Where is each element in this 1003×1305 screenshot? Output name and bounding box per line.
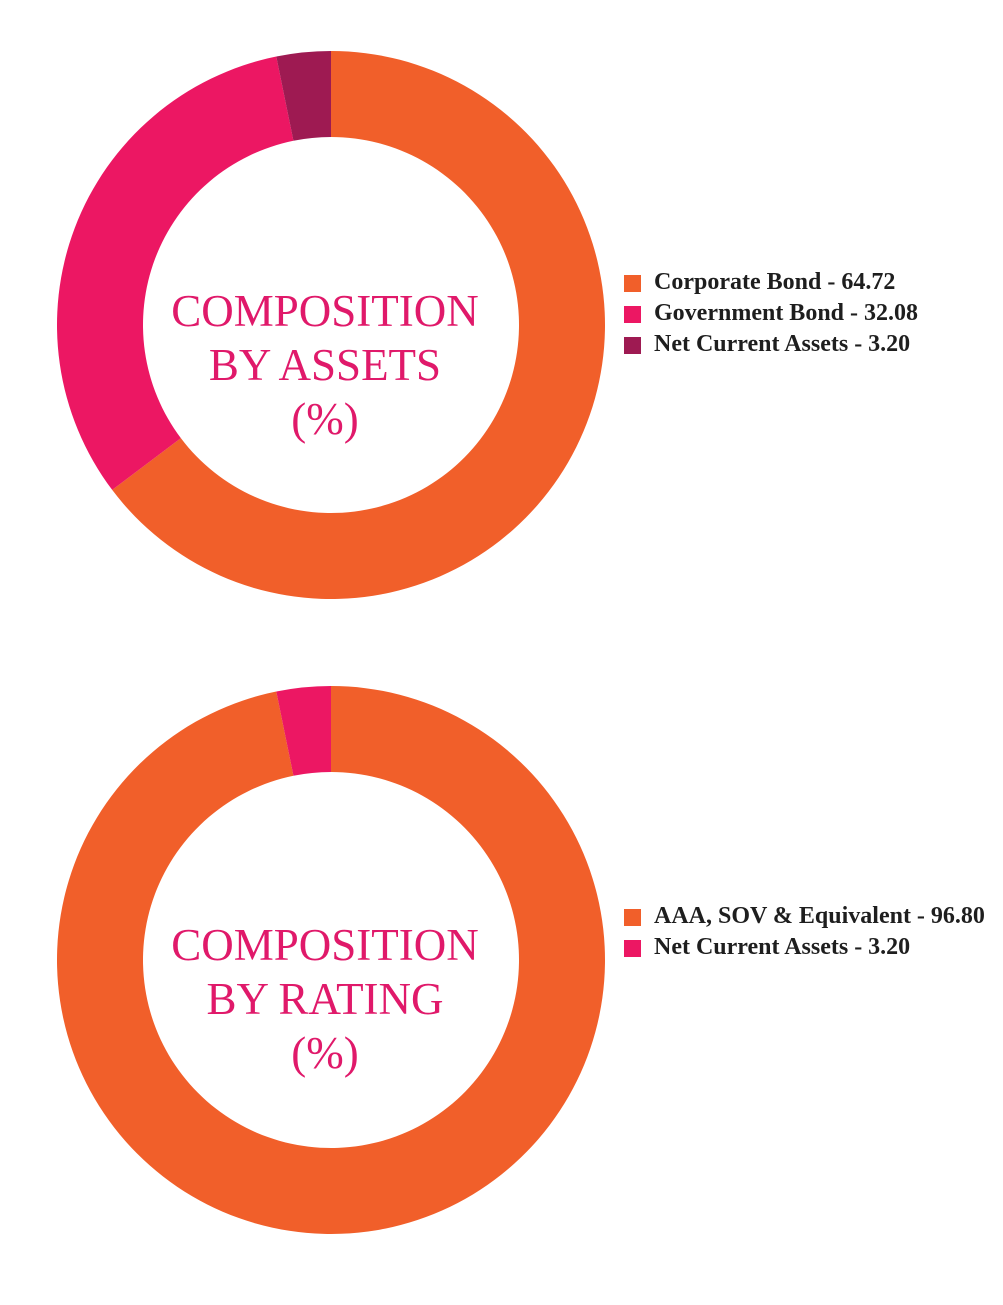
- assets-center-title: COMPOSITION BY ASSETS (%): [150, 284, 500, 446]
- legend-swatch: [624, 337, 641, 354]
- legend-label: Net Current Assets - 3.20: [654, 934, 911, 960]
- rating-legend: AAA, SOV & Equivalent - 96.80 Net Curren…: [624, 901, 994, 963]
- legend-swatch: [624, 909, 641, 926]
- assets-composition-chart: COMPOSITION BY ASSETS (%) Corporate Bond…: [0, 0, 1003, 640]
- legend-label: Net Current Assets - 3.20: [654, 331, 911, 357]
- legend-label: Government Bond - 32.08: [654, 300, 918, 326]
- legend-label: AAA, SOV & Equivalent - 96.80: [654, 903, 985, 929]
- donut-slice-net-current-assets: [276, 686, 331, 776]
- assets-title-line-3: (%): [291, 394, 359, 444]
- donut-slice-net-current-assets: [276, 51, 331, 141]
- legend-item-net-current-assets: Net Current Assets - 3.20: [624, 329, 994, 360]
- rating-composition-chart: COMPOSITION BY RATING (%) AAA, SOV & Equ…: [0, 635, 1003, 1275]
- legend-swatch: [624, 275, 641, 292]
- legend-swatch: [624, 306, 641, 323]
- donut-slice-corporate-bond: [112, 51, 605, 599]
- assets-donut: [57, 51, 605, 599]
- donut-slice-aaa-sov-equivalent: [56, 686, 605, 1234]
- legend-label: Corporate Bond - 64.72: [654, 269, 896, 295]
- legend-item-aaa-sov: AAA, SOV & Equivalent - 96.80: [624, 901, 994, 932]
- rating-title-line-3: (%): [291, 1028, 359, 1078]
- legend-item-corporate-bond: Corporate Bond - 64.72: [624, 267, 994, 298]
- assets-title-line-1: COMPOSITION: [171, 286, 479, 336]
- assets-legend: Corporate Bond - 64.72 Government Bond -…: [624, 267, 994, 360]
- rating-center-title: COMPOSITION BY RATING (%): [150, 918, 500, 1080]
- legend-item-government-bond: Government Bond - 32.08: [624, 298, 994, 329]
- assets-title-line-2: BY ASSETS: [208, 340, 442, 390]
- rating-title-line-2: BY RATING: [206, 974, 444, 1024]
- rating-title-line-1: COMPOSITION: [171, 920, 479, 970]
- donut-slice-government-bond: [57, 56, 294, 490]
- legend-item-net-current-assets: Net Current Assets - 3.20: [624, 932, 994, 963]
- rating-donut: [56, 686, 605, 1234]
- legend-swatch: [624, 940, 641, 957]
